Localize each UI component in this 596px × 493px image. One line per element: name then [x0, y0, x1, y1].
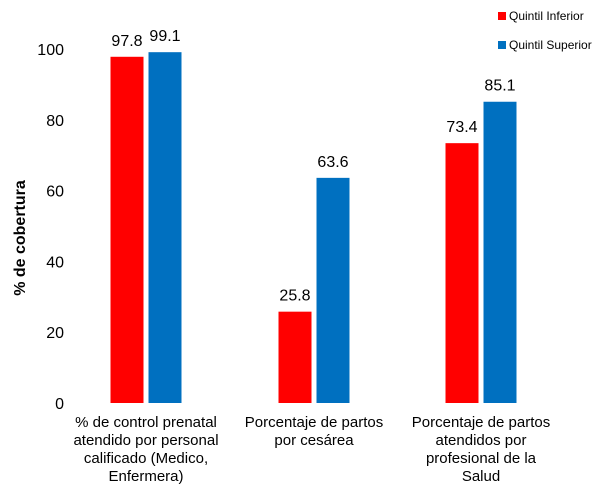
bar — [316, 177, 350, 403]
y-tick-label: 40 — [46, 254, 64, 271]
data-labels: 97.8 25.8 73.4 99.1 63.6 85.1 — [111, 28, 515, 304]
bar — [483, 101, 517, 403]
category-label: % de control prenatal atendido por person… — [73, 414, 218, 485]
y-tick-label: 100 — [37, 42, 64, 59]
data-label: 63.6 — [317, 154, 348, 171]
data-label: 85.1 — [484, 78, 515, 95]
y-axis-ticks: 0 20 40 60 80 100 — [37, 42, 64, 413]
y-tick-label: 80 — [46, 113, 64, 130]
y-tick-label: 20 — [46, 325, 64, 342]
bar — [445, 143, 479, 403]
bar — [278, 311, 312, 403]
bars — [110, 52, 517, 404]
data-label: 73.4 — [446, 119, 477, 136]
data-label: 97.8 — [111, 33, 142, 50]
legend: Quintil Inferior Quintil Superior — [498, 9, 592, 52]
legend-label: Quintil Inferior — [509, 9, 584, 23]
legend-label: Quintil Superior — [509, 38, 592, 52]
legend-swatch — [498, 12, 506, 20]
bar — [148, 52, 182, 403]
legend-swatch — [498, 41, 506, 49]
data-label: 99.1 — [149, 28, 180, 45]
category-labels: % de control prenatal atendido por person… — [73, 414, 550, 485]
data-label: 25.8 — [279, 288, 310, 305]
bar — [110, 56, 144, 404]
category-label: Porcentaje de partos atendidos por profesi… — [412, 414, 550, 485]
category-label: Porcentaje de partos por cesárea — [245, 414, 383, 449]
y-tick-label: 60 — [46, 184, 64, 201]
y-axis-title: % de cobertura — [12, 180, 29, 296]
y-tick-label: 0 — [55, 396, 64, 413]
